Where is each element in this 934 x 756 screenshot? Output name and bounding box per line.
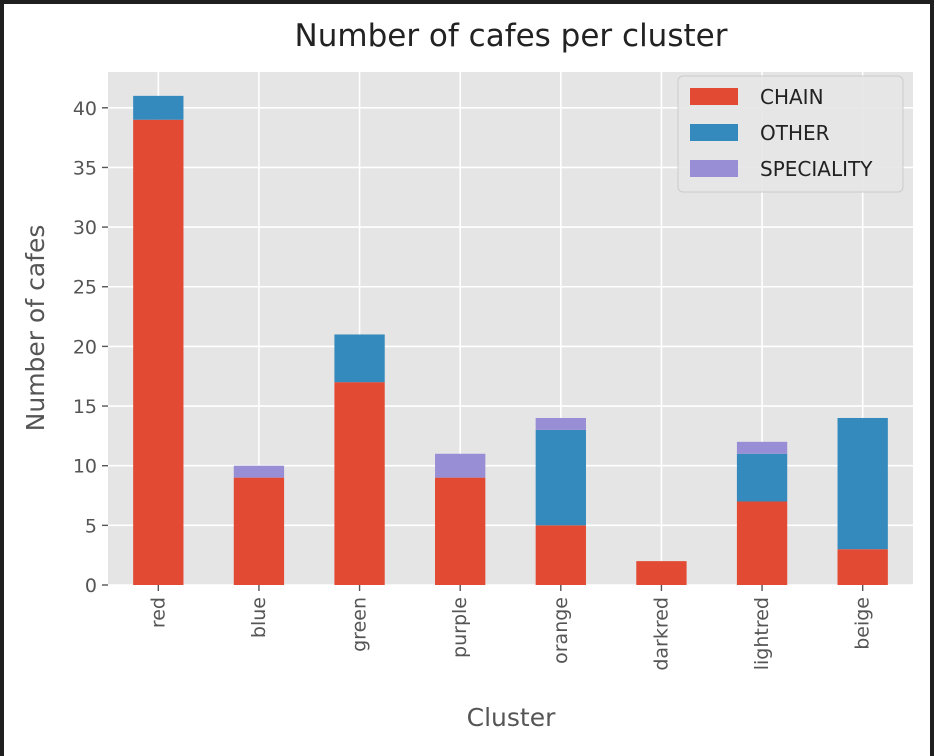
figure-frame: Number of cafes per cluster 0 5 10 15 20 25 30… xyxy=(4,4,930,756)
y-axis-label: Number of cafes xyxy=(21,225,50,432)
bar-chain-lightred xyxy=(736,501,788,585)
bar-other-orange xyxy=(535,429,586,526)
chart-title: Number of cafes per cluster xyxy=(295,18,728,54)
bar-chain-purple xyxy=(435,477,486,585)
bar-speciality-purple xyxy=(435,453,486,478)
bar-chain-green xyxy=(334,382,385,585)
bar-other-red xyxy=(133,95,184,120)
legend-label-chain: CHAIN xyxy=(760,85,824,109)
y-tick-label: 0 xyxy=(85,575,97,597)
x-tick-label: purple xyxy=(449,597,471,658)
legend-label-speciality: SPECIALITY xyxy=(760,157,873,181)
y-tick-label: 5 xyxy=(85,515,97,537)
bar-chain-darkred xyxy=(636,561,687,585)
legend-label-other: OTHER xyxy=(760,121,830,145)
y-tick-label: 25 xyxy=(73,277,97,299)
x-tick-label: darkred xyxy=(650,597,672,671)
stacked-bar-chart: Number of cafes per cluster 0 5 10 15 20 25 30… xyxy=(21,18,913,732)
bar-chain-beige xyxy=(837,549,888,585)
legend-swatch-other xyxy=(690,124,738,141)
x-axis-ticks: red blue green purple orange darkred lightred b… xyxy=(147,585,874,671)
y-tick-label: 30 xyxy=(73,217,97,239)
legend-swatch-chain xyxy=(690,88,738,105)
x-tick-label: beige xyxy=(852,597,874,650)
legend: CHAIN OTHER SPECIALITY xyxy=(677,75,904,193)
x-tick-label: orange xyxy=(550,597,572,664)
x-tick-label: lightred xyxy=(751,597,773,670)
y-axis-ticks: 0 5 10 15 20 25 30 35 40 xyxy=(73,98,108,597)
y-tick-label: 35 xyxy=(73,157,97,179)
bar-other-green xyxy=(334,334,385,383)
y-tick-label: 40 xyxy=(73,98,97,120)
y-tick-label: 15 xyxy=(73,396,97,418)
bar-chain-red xyxy=(133,119,184,585)
y-tick-label: 10 xyxy=(73,456,97,478)
bar-chain-orange xyxy=(535,525,586,585)
bar-speciality-orange xyxy=(535,417,586,430)
y-tick-label: 20 xyxy=(73,336,97,358)
bar-speciality-lightred xyxy=(736,441,788,454)
bar-other-lightred xyxy=(736,453,788,502)
x-axis-label: Cluster xyxy=(467,703,556,732)
bar-other-beige xyxy=(837,417,888,550)
legend-swatch-speciality xyxy=(690,160,738,177)
x-tick-label: green xyxy=(349,597,371,652)
x-tick-label: red xyxy=(147,597,169,628)
bar-chain-blue xyxy=(233,477,285,585)
bar-speciality-blue xyxy=(233,465,285,478)
bars xyxy=(133,95,888,585)
x-tick-label: blue xyxy=(248,597,270,638)
